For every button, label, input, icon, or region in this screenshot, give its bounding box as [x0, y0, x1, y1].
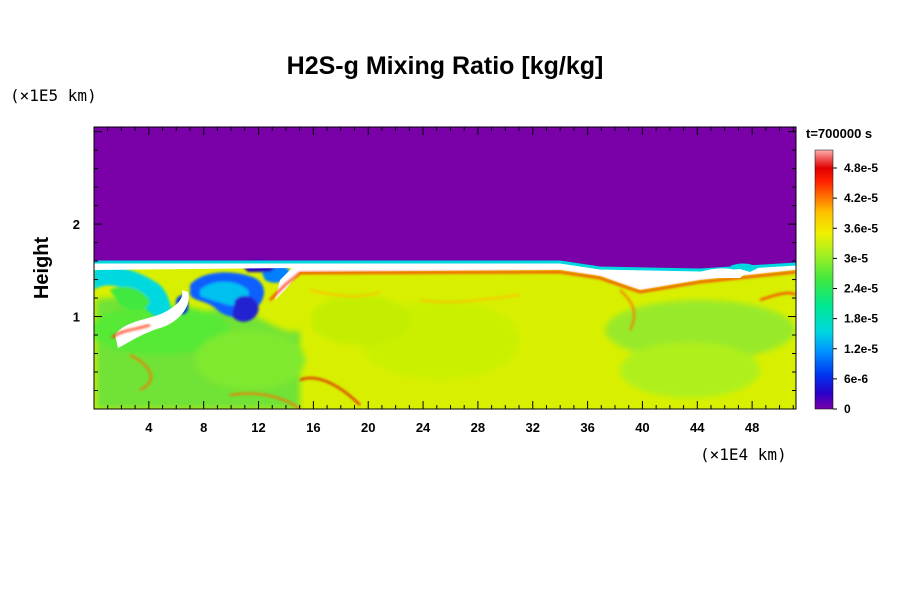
- colorbar-tick-label: 4.8e-5: [844, 161, 878, 175]
- x-tick-label: 32: [526, 420, 540, 435]
- y-axis-label: Height: [31, 237, 53, 300]
- x-tick-label: 16: [306, 420, 320, 435]
- x-tick-label: 48: [745, 420, 759, 435]
- x-tick-label: 8: [200, 420, 207, 435]
- colorbar-tick-label: 0: [844, 402, 851, 416]
- chart-title: H2S-g Mixing Ratio [kg/kg]: [287, 52, 604, 80]
- plot-frame: [93, 126, 797, 410]
- colorbar-tick-label: 3e-5: [844, 251, 868, 265]
- x-tick-label: 24: [416, 420, 431, 435]
- x-tick-label: 44: [690, 420, 705, 435]
- x-tick-label: 4: [145, 420, 153, 435]
- colorbar-tick-label: 4.2e-5: [844, 191, 878, 205]
- x-tick-label: 12: [251, 420, 265, 435]
- colorbar-ticks: 0 6e-6 1.2e-5 1.8e-5 2.4e-5 3e-5 3.6e-5 4.2e-5 4…: [833, 161, 878, 416]
- time-label: t=700000 s: [806, 126, 872, 141]
- y-tick-label: 1: [73, 310, 80, 325]
- x-tick-label: 28: [471, 420, 485, 435]
- y-axis-ticks: 12: [73, 131, 796, 392]
- x-unit-label: (×1E4 km): [700, 445, 787, 464]
- x-tick-label: 40: [635, 420, 649, 435]
- colorbar-tick-label: 1.2e-5: [844, 342, 878, 356]
- interface-band: [94, 262, 796, 300]
- colorbar-tick-label: 2.4e-5: [844, 282, 878, 296]
- y-unit-label: (×1E5 km): [10, 86, 97, 105]
- colorbar-tick-label: 3.6e-5: [844, 221, 878, 235]
- colorbar-tick-label: 6e-6: [844, 372, 868, 386]
- x-axis-ticks: 4 8 12 16 20 24 28 32 36 40 44 48: [107, 127, 794, 435]
- heatmap-field: [94, 127, 796, 409]
- y-tick-label: 2: [73, 217, 80, 232]
- colorbar-tick-label: 1.8e-5: [844, 312, 878, 326]
- colorbar: [814, 149, 834, 410]
- x-tick-label: 36: [580, 420, 594, 435]
- x-tick-label: 20: [361, 420, 375, 435]
